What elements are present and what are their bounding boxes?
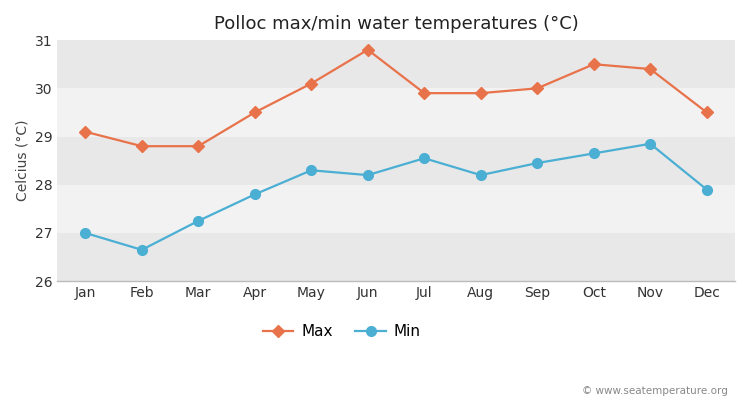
Min (420, 156, 429, 161)
Bar (57, 233, 735, 281)
Min (363, 173, 372, 178)
Min (81, 230, 90, 235)
Min (702, 187, 711, 192)
Max (532, 86, 542, 91)
Min (476, 173, 485, 178)
Max (646, 67, 655, 72)
Max (363, 47, 372, 52)
Min (646, 141, 655, 146)
Line: Min: Min (80, 139, 712, 255)
Y-axis label: Celcius (°C): Celcius (°C) (15, 120, 29, 201)
Title: Polloc max/min water temperatures (°C): Polloc max/min water temperatures (°C) (214, 15, 578, 33)
Min (251, 192, 260, 197)
Max (81, 129, 90, 134)
Bar (57, 136, 735, 185)
Max (137, 144, 146, 148)
Bar (57, 185, 735, 233)
Min (590, 151, 598, 156)
Bar (57, 88, 735, 136)
Max (420, 91, 429, 96)
Bar (57, 40, 735, 88)
Min (307, 168, 316, 173)
Min (137, 248, 146, 252)
Max (194, 144, 202, 148)
Min (532, 161, 542, 166)
Max (702, 110, 711, 115)
Min (194, 218, 202, 223)
Max (307, 81, 316, 86)
Line: Max: Max (81, 46, 711, 150)
Max (590, 62, 598, 67)
Max (476, 91, 485, 96)
Max (251, 110, 260, 115)
Text: © www.seatemperature.org: © www.seatemperature.org (582, 386, 728, 396)
Legend: Max, Min: Max, Min (256, 318, 427, 345)
